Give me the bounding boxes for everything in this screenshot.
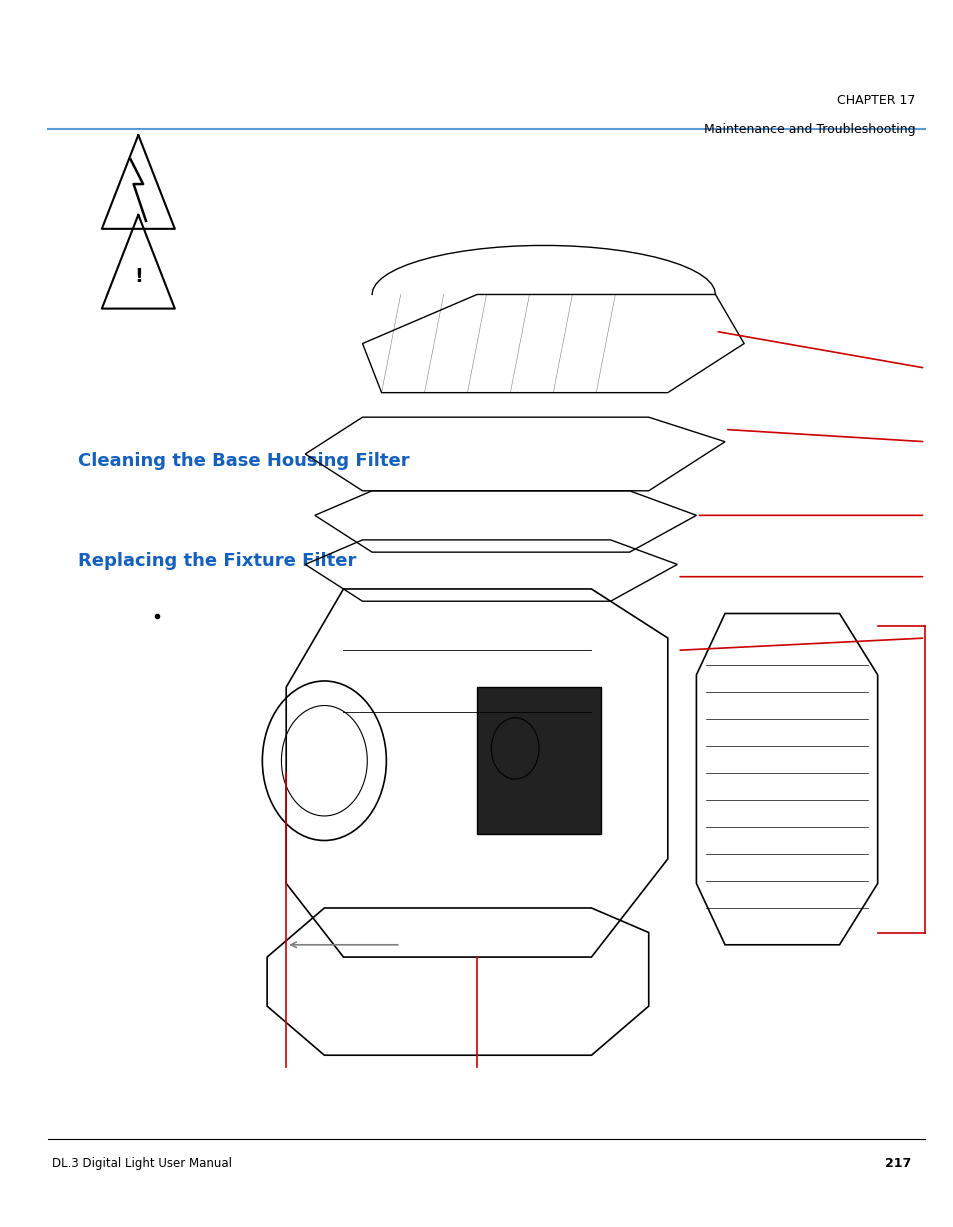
Text: DL.3 Digital Light User Manual: DL.3 Digital Light User Manual [52,1157,233,1171]
Text: !: ! [133,266,143,286]
Text: CHAPTER 17: CHAPTER 17 [837,93,915,107]
Text: Cleaning the Base Housing Filter: Cleaning the Base Housing Filter [78,453,410,470]
Text: 217: 217 [883,1157,910,1171]
Text: Replacing the Fixture Filter: Replacing the Fixture Filter [78,552,356,569]
Polygon shape [476,687,600,834]
Text: Maintenance and Troubleshooting: Maintenance and Troubleshooting [703,123,915,136]
